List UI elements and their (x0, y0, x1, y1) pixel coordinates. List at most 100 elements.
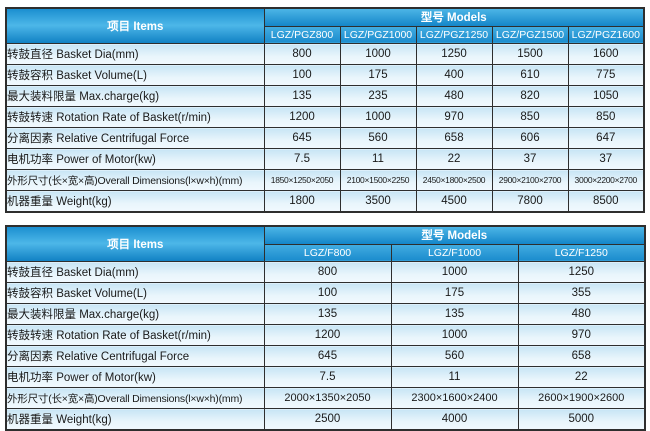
table-row: 转鼓转速 Rotation Rate of Basket(r/min) 1200… (5, 324, 646, 346)
value-cell: 135 (390, 303, 519, 325)
value-cell: 850 (491, 106, 569, 128)
value-cell: 645 (263, 127, 341, 149)
model-column-header: LGZ/PGZ800 (263, 25, 341, 44)
value-cell: 100 (263, 64, 341, 86)
items-header-cell: 项目 Items (5, 225, 265, 262)
value-cell: 658 (415, 127, 493, 149)
value-cell: 37 (491, 148, 569, 170)
value-cell: 7.5 (263, 366, 392, 388)
table-row: 转鼓容积 Basket Volume(L) 100 175 355 (5, 282, 646, 304)
models-header-cell: 型号 Models (263, 225, 646, 245)
model-column-header: LGZ/F1000 (390, 243, 519, 262)
models-header-cell: 型号 Models (263, 7, 645, 27)
value-cell: 2600×1900×2600 (517, 387, 646, 409)
row-label-cell: 电机功率 Power of Motor(kw) (5, 366, 265, 388)
value-cell: 1050 (567, 85, 645, 107)
value-cell: 645 (263, 345, 392, 367)
table-row: 机器重量 Weight(kg) 2500 4000 5000 (5, 408, 646, 431)
value-cell: 2450×1800×2500 (415, 169, 493, 191)
value-cell: 560 (339, 127, 417, 149)
value-cell: 7800 (491, 190, 569, 213)
value-cell: 850 (567, 106, 645, 128)
value-cell: 1000 (390, 261, 519, 283)
table-row: 机器重量 Weight(kg) 1800 3500 4500 7800 8500 (5, 190, 645, 213)
value-cell: 1000 (339, 106, 417, 128)
value-cell: 2500 (263, 408, 392, 431)
value-cell: 8500 (567, 190, 645, 213)
value-cell: 560 (390, 345, 519, 367)
value-cell: 135 (263, 85, 341, 107)
value-cell: 3000×2200×2700 (567, 169, 645, 191)
table-row: 外形尺寸(长×宽×高)Overall Dimensions(l×w×h)(mm)… (5, 169, 645, 191)
value-cell: 2300×1600×2400 (390, 387, 519, 409)
row-label-cell: 转鼓转速 Rotation Rate of Basket(r/min) (5, 106, 265, 128)
value-cell: 7.5 (263, 148, 341, 170)
value-cell: 970 (517, 324, 646, 346)
value-cell: 1000 (339, 43, 417, 65)
value-cell: 1200 (263, 324, 392, 346)
value-cell: 22 (415, 148, 493, 170)
table-row: 分离因素 Relative Centrifugal Force 645 560 … (5, 345, 646, 367)
value-cell: 820 (491, 85, 569, 107)
value-cell: 1850×1250×2050 (263, 169, 341, 191)
model-column-header: LGZ/F800 (263, 243, 392, 262)
value-cell: 800 (263, 261, 392, 283)
model-column-header: LGZ/PGZ1250 (415, 25, 493, 44)
value-cell: 1200 (263, 106, 341, 128)
spec-table-lgz-pgz: 项目 Items 型号 Models LGZ/PGZ800 LGZ/PGZ100… (5, 7, 646, 213)
value-cell: 37 (567, 148, 645, 170)
value-cell: 135 (263, 303, 392, 325)
table-row: 电机功率 Power of Motor(kw) 7.5 11 22 (5, 366, 646, 388)
table-row: 转鼓转速 Rotation Rate of Basket(r/min) 1200… (5, 106, 645, 128)
model-column-header: LGZ/PGZ1600 (567, 25, 645, 44)
value-cell: 11 (339, 148, 417, 170)
value-cell: 2000×1350×2050 (263, 387, 392, 409)
model-column-header: LGZ/PGZ1000 (339, 25, 417, 44)
value-cell: 3500 (339, 190, 417, 213)
row-label-cell: 转鼓容积 Basket Volume(L) (5, 282, 265, 304)
row-label-cell: 转鼓直径 Basket Dia(mm) (5, 261, 265, 283)
value-cell: 1500 (491, 43, 569, 65)
value-cell: 1600 (567, 43, 645, 65)
value-cell: 775 (567, 64, 645, 86)
table-row: 转鼓直径 Basket Dia(mm) 800 1000 1250 (5, 261, 646, 283)
value-cell: 647 (567, 127, 645, 149)
row-label-cell: 最大装料限量 Max.charge(kg) (5, 85, 265, 107)
table-row: 最大装料限量 Max.charge(kg) 135 135 480 (5, 303, 646, 325)
row-label-cell: 最大装料限量 Max.charge(kg) (5, 303, 265, 325)
value-cell: 100 (263, 282, 392, 304)
value-cell: 610 (491, 64, 569, 86)
items-header-cell: 项目 Items (5, 7, 265, 44)
table-row: 最大装料限量 Max.charge(kg) 135 235 480 820 10… (5, 85, 645, 107)
value-cell: 400 (415, 64, 493, 86)
value-cell: 4000 (390, 408, 519, 431)
row-label-cell: 机器重量 Weight(kg) (5, 408, 265, 431)
model-column-header: LGZ/F1250 (517, 243, 646, 262)
row-label-cell: 转鼓直径 Basket Dia(mm) (5, 43, 265, 65)
table-row: 分离因素 Relative Centrifugal Force 645 560 … (5, 127, 645, 149)
value-cell: 1250 (517, 261, 646, 283)
row-label-cell: 分离因素 Relative Centrifugal Force (5, 345, 265, 367)
table-row: 转鼓容积 Basket Volume(L) 100 175 400 610 77… (5, 64, 645, 86)
value-cell: 800 (263, 43, 341, 65)
table-row: 电机功率 Power of Motor(kw) 7.5 11 22 37 37 (5, 148, 645, 170)
table-row: 外形尺寸(长×宽×高)Overall Dimensions(l×w×h)(mm)… (5, 387, 646, 409)
row-label-cell: 外形尺寸(长×宽×高)Overall Dimensions(l×w×h)(mm) (5, 169, 265, 191)
value-cell: 606 (491, 127, 569, 149)
value-cell: 1250 (415, 43, 493, 65)
value-cell: 1000 (390, 324, 519, 346)
value-cell: 480 (415, 85, 493, 107)
value-cell: 5000 (517, 408, 646, 431)
value-cell: 235 (339, 85, 417, 107)
spec-table-lgz-f: 项目 Items 型号 Models LGZ/F800 LGZ/F1000 LG… (5, 225, 646, 431)
table-row: 转鼓直径 Basket Dia(mm) 800 1000 1250 1500 1… (5, 43, 645, 65)
row-label-cell: 电机功率 Power of Motor(kw) (5, 148, 265, 170)
value-cell: 480 (517, 303, 646, 325)
value-cell: 175 (390, 282, 519, 304)
value-cell: 658 (517, 345, 646, 367)
row-label-cell: 转鼓容积 Basket Volume(L) (5, 64, 265, 86)
value-cell: 22 (517, 366, 646, 388)
value-cell: 355 (517, 282, 646, 304)
model-column-header: LGZ/PGZ1500 (491, 25, 569, 44)
